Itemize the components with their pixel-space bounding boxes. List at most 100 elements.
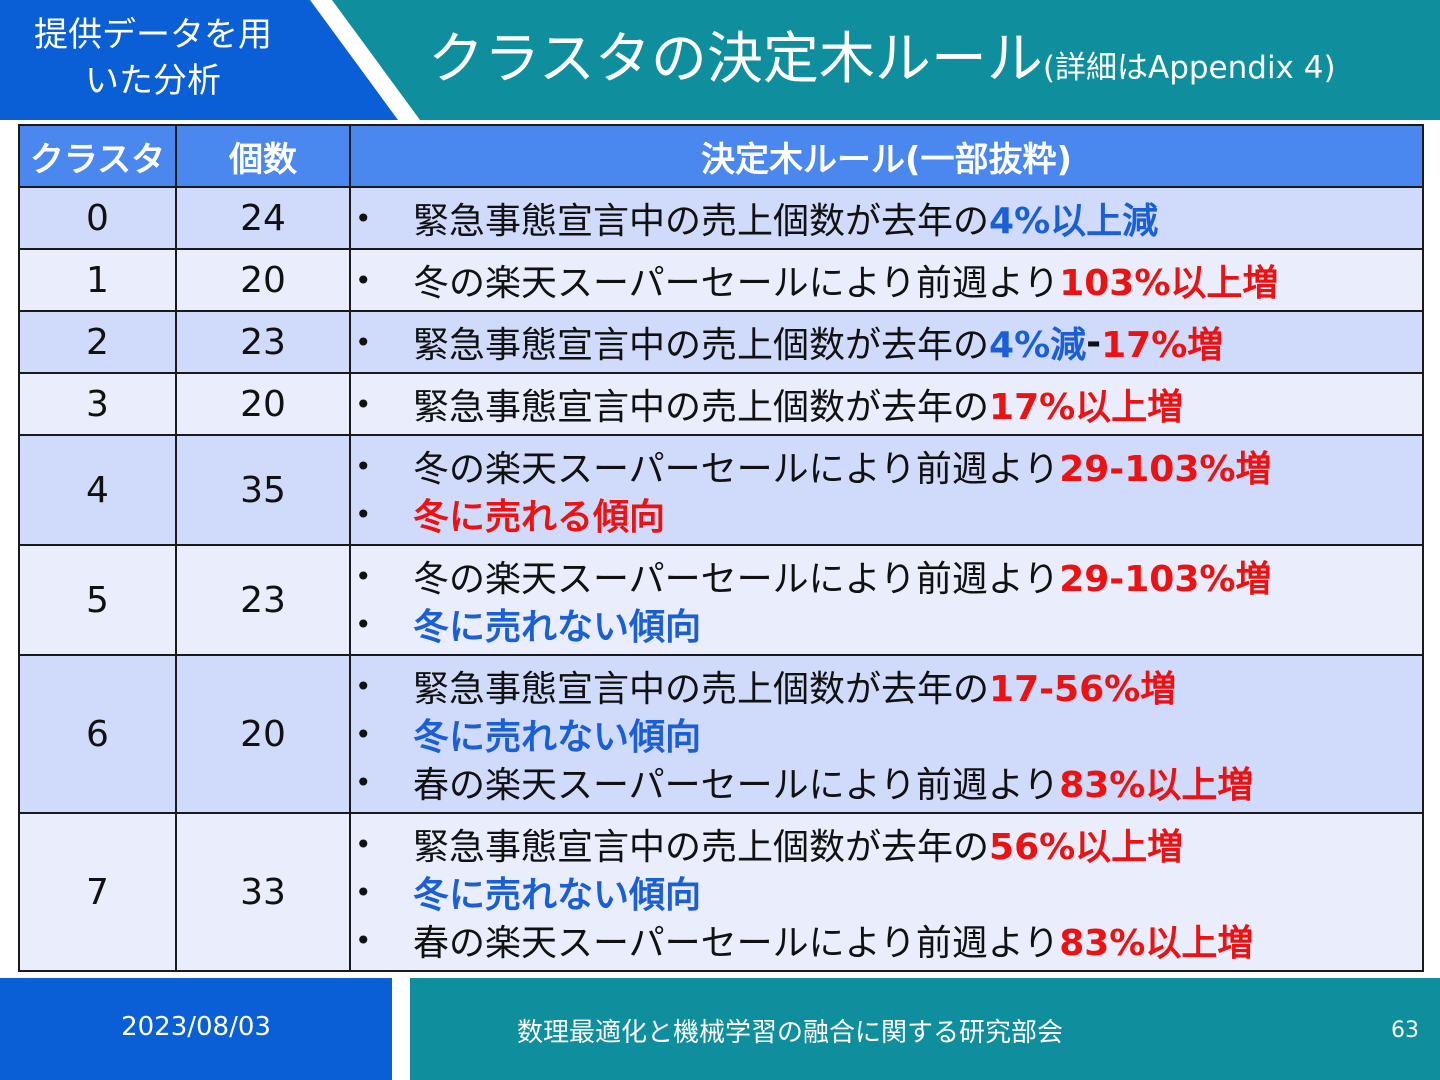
table-row: 6 20 • 緊急事態宣言中の売上個数が去年の 17-56%増 • 冬に売れない傾向 • 春の楽… <box>18 654 1424 814</box>
rule-highlight: 29-103%増 <box>1059 449 1272 490</box>
rule-highlight: - <box>1086 321 1102 363</box>
rule-highlight: 103%以上増 <box>1059 263 1279 304</box>
rule-item: • 春の楽天スーパーセールにより前週より 83%以上増 <box>351 916 1422 964</box>
rule-text: 緊急事態宣言中の売上個数が去年の <box>413 827 990 868</box>
rules-cell: • 緊急事態宣言中の売上個数が去年の 4%減 -17%増 <box>349 310 1424 374</box>
rule-highlight: 冬に売れる傾向 <box>413 497 666 538</box>
rule-item: • 冬に売れない傾向 <box>351 600 1422 648</box>
rule-highlight: 83%以上増 <box>1059 923 1254 964</box>
rule-highlight: 17-56%増 <box>989 669 1177 710</box>
table-row: 5 23 • 冬の楽天スーパーセールにより前週より 29-103%増 • 冬に売れない傾向 <box>18 544 1424 656</box>
cluster-id: 3 <box>18 372 177 436</box>
cluster-rules-table: クラスタ 個数 決定木ルール(一部抜粋) 0 24 • 緊急事態宣言中の売上個数が去年… <box>18 124 1424 972</box>
rule-text: 春の楽天スーパーセールにより前週より <box>413 765 1060 806</box>
cluster-count: 20 <box>175 248 351 312</box>
rule-text: 緊急事態宣言中の売上個数が去年の <box>413 201 990 242</box>
rules-cell: • 緊急事態宣言中の売上個数が去年の 56%以上増 • 冬に売れない傾向 • 春の楽天スーパ… <box>349 812 1424 972</box>
rules-cell: • 冬の楽天スーパーセールにより前週より 103%以上増 <box>349 248 1424 312</box>
rule-highlight: 17%増 <box>1101 325 1224 366</box>
page-number: 63 <box>1391 1018 1419 1043</box>
cluster-id: 2 <box>18 310 177 374</box>
header-rules: 決定木ルール(一部抜粋) <box>349 124 1424 188</box>
bullet-icon: • <box>355 875 372 909</box>
footer-date-panel <box>0 978 392 1080</box>
rule-text: 冬の楽天スーパーセールにより前週より <box>413 559 1060 600</box>
bullet-icon: • <box>355 325 372 359</box>
cluster-id: 1 <box>18 248 177 312</box>
rule-text: 春の楽天スーパーセールにより前週より <box>413 923 1060 964</box>
cluster-count: 33 <box>175 812 351 972</box>
rules-cell: • 緊急事態宣言中の売上個数が去年の 17-56%増 • 冬に売れない傾向 • 春の楽天スー… <box>349 654 1424 814</box>
rules-cell: • 緊急事態宣言中の売上個数が去年の 17%以上増 <box>349 372 1424 436</box>
rule-highlight: 29-103%増 <box>1059 559 1272 600</box>
bullet-icon: • <box>355 387 372 421</box>
cluster-id: 7 <box>18 812 177 972</box>
rule-item: • 冬に売れない傾向 <box>351 710 1422 758</box>
header-count: 個数 <box>175 124 351 188</box>
bullet-icon: • <box>355 559 372 593</box>
bullet-icon: • <box>355 607 372 641</box>
rule-highlight: 冬に売れない傾向 <box>413 875 702 916</box>
cluster-count: 35 <box>175 434 351 546</box>
table-row: 4 35 • 冬の楽天スーパーセールにより前週より 29-103%増 • 冬に売れる傾向 <box>18 434 1424 546</box>
table-row: 1 20 • 冬の楽天スーパーセールにより前週より 103%以上増 <box>18 248 1424 312</box>
table-row: 0 24 • 緊急事態宣言中の売上個数が去年の 4%以上減 <box>18 186 1424 250</box>
bullet-icon: • <box>355 827 372 861</box>
table-header-row: クラスタ 個数 決定木ルール(一部抜粋) <box>18 124 1424 188</box>
rules-cell: • 冬の楽天スーパーセールにより前週より 29-103%増 • 冬に売れない傾向 <box>349 544 1424 656</box>
cluster-count: 20 <box>175 654 351 814</box>
cluster-count: 24 <box>175 186 351 250</box>
bullet-icon: • <box>355 497 372 531</box>
cluster-id: 4 <box>18 434 177 546</box>
cluster-id: 6 <box>18 654 177 814</box>
rule-item: • 春の楽天スーパーセールにより前週より 83%以上増 <box>351 758 1422 806</box>
rule-text: 緊急事態宣言中の売上個数が去年の <box>413 325 990 366</box>
cluster-id: 5 <box>18 544 177 656</box>
rule-item: • 冬の楽天スーパーセールにより前週より 29-103%増 <box>351 442 1422 490</box>
bullet-icon: • <box>355 923 372 957</box>
rule-highlight: 4%減 <box>989 325 1087 366</box>
bullet-icon: • <box>355 717 372 751</box>
rule-item: • 緊急事態宣言中の売上個数が去年の 4%以上減 <box>351 194 1422 242</box>
rule-highlight: 83%以上増 <box>1059 765 1254 806</box>
rule-item: • 緊急事態宣言中の売上個数が去年の 56%以上増 <box>351 820 1422 868</box>
rule-text: 緊急事態宣言中の売上個数が去年の <box>413 669 990 710</box>
rule-item: • 冬に売れない傾向 <box>351 868 1422 916</box>
bullet-icon: • <box>355 669 372 703</box>
table-row: 3 20 • 緊急事態宣言中の売上個数が去年の 17%以上増 <box>18 372 1424 436</box>
footer-date: 2023/08/03 <box>121 1012 271 1042</box>
rule-item: • 緊急事態宣言中の売上個数が去年の 17-56%増 <box>351 662 1422 710</box>
rule-item: • 冬の楽天スーパーセールにより前週より 103%以上増 <box>351 256 1422 304</box>
bullet-icon: • <box>355 765 372 799</box>
rule-highlight: 17%以上増 <box>989 387 1184 428</box>
bullet-icon: • <box>355 201 372 235</box>
header-cluster: クラスタ <box>18 124 177 188</box>
slide-title: クラスタの決定木ルール(詳細はAppendix 4) <box>428 22 1336 106</box>
cluster-id: 0 <box>18 186 177 250</box>
bullet-icon: • <box>355 449 372 483</box>
table-row: 2 23 • 緊急事態宣言中の売上個数が去年の 4%減 -17%増 <box>18 310 1424 374</box>
rule-text: 冬の楽天スーパーセールにより前週より <box>413 449 1060 490</box>
rule-highlight: 4%以上減 <box>989 201 1159 242</box>
title-main: クラスタの決定木ルール <box>428 27 1043 92</box>
rules-cell: • 冬の楽天スーパーセールにより前週より 29-103%増 • 冬に売れる傾向 <box>349 434 1424 546</box>
rule-highlight: 冬に売れない傾向 <box>413 717 702 758</box>
table-row: 7 33 • 緊急事態宣言中の売上個数が去年の 56%以上増 • 冬に売れない傾向 • 春の楽天… <box>18 812 1424 972</box>
rule-highlight: 56%以上増 <box>989 827 1184 868</box>
bullet-icon: • <box>355 263 372 297</box>
title-sub: (詳細はAppendix 4) <box>1042 50 1336 86</box>
rule-highlight: 冬に売れない傾向 <box>413 607 702 648</box>
rule-text: 緊急事態宣言中の売上個数が去年の <box>413 387 990 428</box>
rule-item: • 緊急事態宣言中の売上個数が去年の 17%以上増 <box>351 380 1422 428</box>
section-label: 提供データを用いた分析 <box>34 15 272 101</box>
rule-item: • 冬に売れる傾向 <box>351 490 1422 538</box>
rule-item: • 冬の楽天スーパーセールにより前週より 29-103%増 <box>351 552 1422 600</box>
footer-org-panel <box>410 978 1440 1080</box>
footer-organization: 数理最適化と機械学習の融合に関する研究部会 <box>516 1018 1063 1048</box>
rule-item: • 緊急事態宣言中の売上個数が去年の 4%減 -17%増 <box>351 318 1422 367</box>
cluster-count: 20 <box>175 372 351 436</box>
rules-cell: • 緊急事態宣言中の売上個数が去年の 4%以上減 <box>349 186 1424 250</box>
cluster-count: 23 <box>175 310 351 374</box>
cluster-count: 23 <box>175 544 351 656</box>
rule-text: 冬の楽天スーパーセールにより前週より <box>413 263 1060 304</box>
